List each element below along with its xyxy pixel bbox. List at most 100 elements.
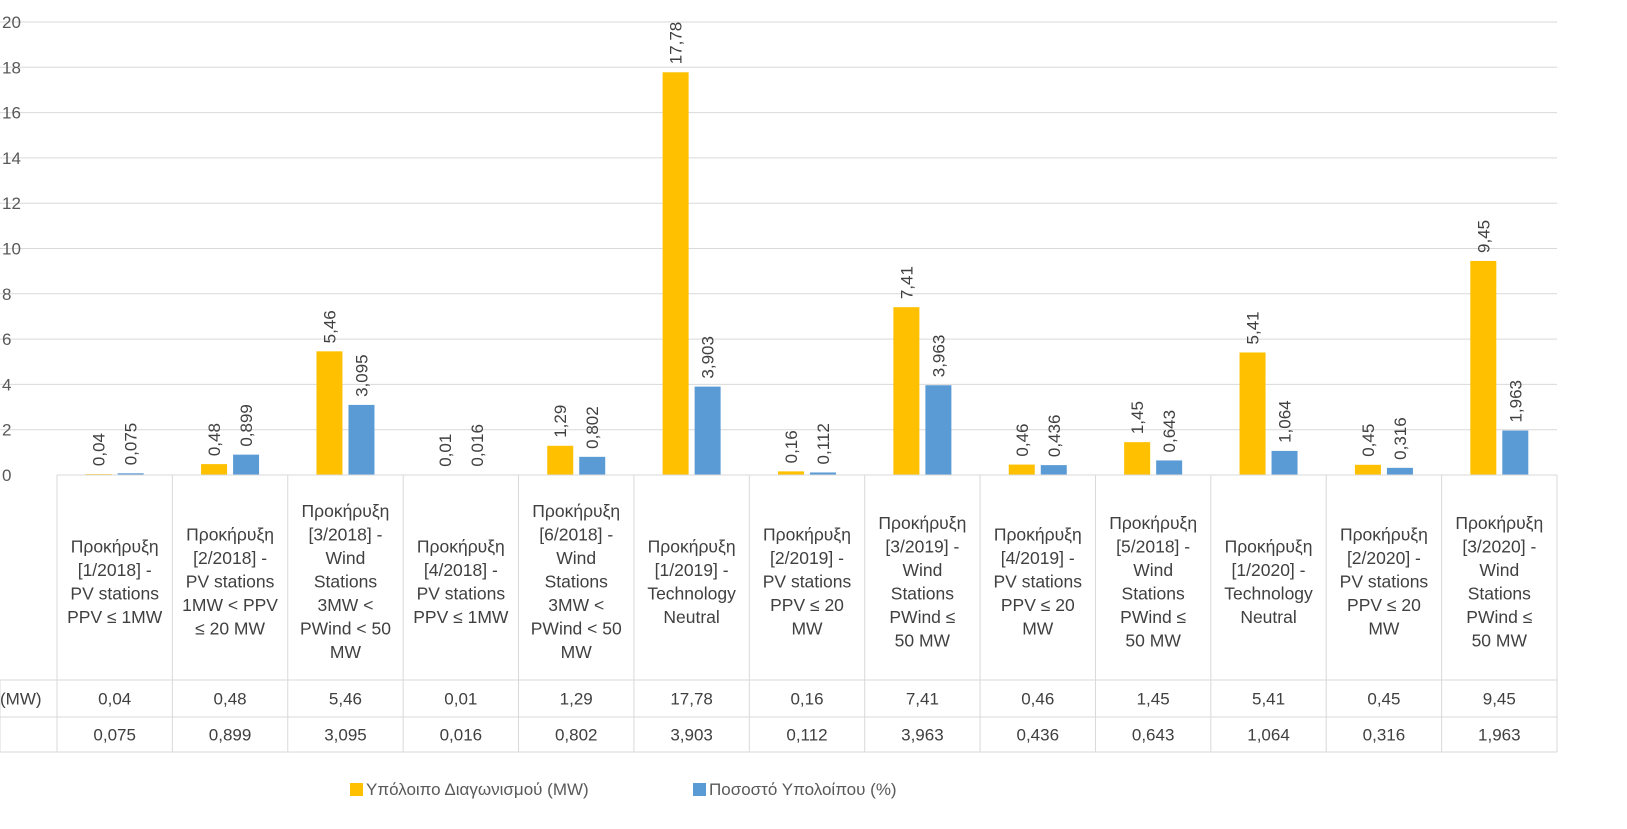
- table-cell: 5,46: [329, 690, 362, 709]
- bar-remaining-pct: [233, 454, 260, 475]
- data-label: 0,46: [1013, 423, 1032, 456]
- table-cell: 5,41: [1252, 690, 1285, 709]
- category-label: Wind: [556, 548, 596, 568]
- data-label: 0,016: [468, 424, 487, 467]
- category-label: 3MW <: [318, 595, 374, 615]
- data-label: 7,41: [897, 266, 916, 299]
- category-label: PPV ≤ 20: [1347, 595, 1421, 615]
- table-cell: 1,45: [1137, 690, 1170, 709]
- table-cell: 17,78: [670, 690, 713, 709]
- category-label: ≤ 20 MW: [195, 619, 265, 639]
- bar-remaining-pct: [1156, 460, 1183, 475]
- category-label: [3/2019] -: [885, 536, 959, 556]
- data-label: 1,963: [1506, 380, 1525, 423]
- data-label: 0,45: [1359, 424, 1378, 457]
- category-label: PPV ≤ 1MW: [413, 607, 509, 627]
- data-label: 5,41: [1244, 311, 1263, 344]
- category-label: MW: [1022, 619, 1054, 639]
- category-label: [6/2018] -: [539, 525, 613, 545]
- table-cell: 0,16: [790, 690, 823, 709]
- bar-remaining-pct: [117, 473, 144, 475]
- table-cell: 1,064: [1247, 726, 1290, 745]
- data-label: 0,643: [1160, 410, 1179, 453]
- bar-remaining-mw: [316, 351, 343, 475]
- category-label: 1MW < PPV: [182, 595, 278, 615]
- table-cell: 1,963: [1478, 726, 1521, 745]
- category-label: Technology: [647, 583, 736, 603]
- gridlines: [0, 21, 1557, 431]
- category-label: MW: [791, 619, 823, 639]
- category-label: [1/2019] -: [655, 560, 729, 580]
- y-tick-label: 10: [2, 240, 21, 259]
- category-label: [2/2020] -: [1347, 548, 1421, 568]
- category-label: [2/2019] -: [770, 548, 844, 568]
- table-cell: 0,316: [1363, 726, 1406, 745]
- category-label: [3/2020] -: [1462, 536, 1536, 556]
- data-labels: 0,04 0,075 0,48 0,899 5,46 3,095 0,01 0,016 1,29…: [90, 22, 1526, 467]
- data-label: 3,903: [699, 336, 718, 379]
- bar-remaining-pct: [1502, 430, 1529, 475]
- category-label: PPV ≤ 20: [770, 595, 844, 615]
- category-label: MW: [330, 642, 362, 662]
- category-label: 50 MW: [1125, 630, 1181, 650]
- category-label: Stations: [1122, 583, 1185, 603]
- y-tick-label: 20: [2, 13, 21, 32]
- data-table: Προκήρυξη [1/2018] - PV stations PPV ≤ 1MW Π…: [0, 474, 1558, 753]
- legend-label: Ποσοστό Υπολοίπου (%): [709, 780, 897, 799]
- bar-remaining-mw: [778, 471, 804, 475]
- bar-remaining-mw: [1124, 442, 1151, 475]
- bar-remaining-mw: [547, 445, 574, 475]
- category-label: Wind: [1479, 560, 1519, 580]
- category-label: Προκήρυξη: [186, 525, 274, 545]
- data-label: 1,29: [551, 405, 570, 438]
- data-label: 17,78: [667, 22, 686, 65]
- table-cell: 0,899: [209, 726, 252, 745]
- y-tick-label: 12: [2, 194, 21, 213]
- category-label: Stations: [314, 572, 377, 592]
- category-label: Προκήρυξη: [71, 536, 159, 556]
- category-label: Προκήρυξη: [1455, 513, 1543, 533]
- table-cell: 0,45: [1367, 690, 1400, 709]
- table-cell: 7,41: [906, 690, 939, 709]
- bar-remaining-mw: [201, 464, 228, 475]
- category-label: PV stations: [763, 572, 852, 592]
- data-label: 0,075: [122, 423, 141, 466]
- category-label: PV stations: [417, 583, 506, 603]
- category-label: [2/2018] -: [193, 548, 267, 568]
- category-label: PV stations: [70, 583, 159, 603]
- category-label: PWind ≤: [1466, 607, 1532, 627]
- legend: Υπόλοιπο Διαγωνισμού (MW) Ποσοστό Υπολοίπ…: [350, 780, 897, 799]
- table-cell: 9,45: [1483, 690, 1516, 709]
- data-label: 0,436: [1045, 415, 1064, 458]
- y-tick-label: 2: [2, 421, 11, 440]
- category-label: [1/2018] -: [78, 560, 152, 580]
- data-label: 0,316: [1391, 417, 1410, 460]
- category-label: PPV ≤ 1MW: [67, 607, 163, 627]
- table-cell: 0,04: [98, 690, 131, 709]
- bar-remaining-mw: [662, 72, 689, 476]
- category-label: PV stations: [1340, 572, 1429, 592]
- data-label: 0,04: [90, 433, 109, 466]
- category-label: [4/2018] -: [424, 560, 498, 580]
- category-label: Προκήρυξη: [878, 513, 966, 533]
- category-label: Stations: [545, 572, 608, 592]
- bar-remaining-mw: [1008, 464, 1035, 475]
- category-label: Technology: [1224, 583, 1313, 603]
- legend-label: Υπόλοιπο Διαγωνισμού (MW): [366, 780, 589, 799]
- table-cell: 0,075: [93, 726, 136, 745]
- bar-remaining-mw: [1470, 260, 1497, 475]
- category-label: 50 MW: [895, 630, 951, 650]
- bar-remaining-mw: [1239, 352, 1266, 475]
- category-label: 3MW <: [548, 595, 604, 615]
- category-label: MW: [1368, 619, 1400, 639]
- data-label: 1,45: [1128, 401, 1147, 434]
- table-cell: 1,29: [560, 690, 593, 709]
- y-tick-label: 8: [2, 285, 11, 304]
- bar-remaining-pct: [1040, 465, 1067, 475]
- table-cell: 0,802: [555, 726, 598, 745]
- y-tick-label: 4: [2, 375, 11, 394]
- table-cell: 3,963: [901, 726, 944, 745]
- bar-remaining-pct: [348, 404, 375, 475]
- bar-remaining-pct: [925, 385, 952, 475]
